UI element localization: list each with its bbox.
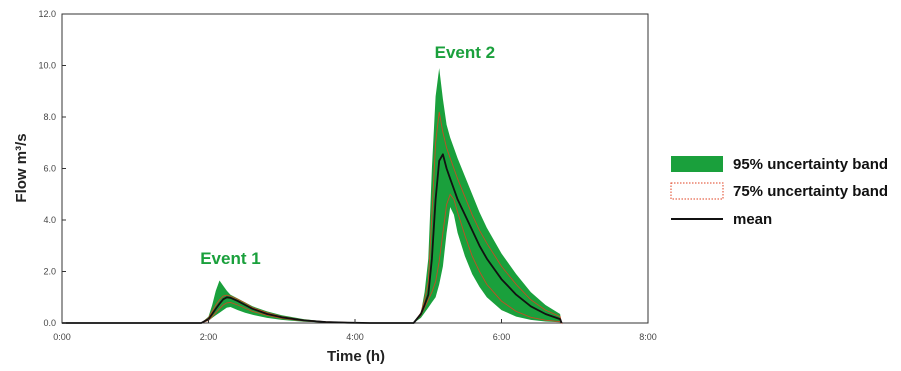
legend-label-mean: mean — [733, 211, 772, 228]
y-tick-label: 10.0 — [38, 61, 56, 71]
x-tick-label: 0:00 — [53, 332, 71, 342]
y-tick-label: 4.0 — [43, 215, 56, 225]
y-axis-title: Flow m³/s — [13, 133, 30, 202]
x-tick-label: 6:00 — [493, 332, 511, 342]
annotations-layer: Event 1 Event 2 — [200, 43, 495, 268]
x-tick-label: 4:00 — [346, 332, 364, 342]
ticks-layer: 0:00 2:00 4:00 6:00 8:00 0.0 2.0 4.0 6.0 8.0 10.0 1… — [38, 9, 656, 342]
event-annotation: Event 2 — [435, 43, 495, 62]
x-tick-label: 2:00 — [200, 332, 218, 342]
mean-line — [62, 153, 563, 324]
event-annotation: Event 1 — [200, 249, 260, 268]
legend: 95% uncertainty band 75% uncertainty ban… — [670, 156, 888, 228]
y-tick-label: 6.0 — [43, 164, 56, 174]
lines-layer — [62, 153, 563, 324]
y-tick-label: 8.0 — [43, 112, 56, 122]
y-tick-label: 0.0 — [43, 318, 56, 328]
x-tick-label: 8:00 — [639, 332, 657, 342]
legend-label-75: 75% uncertainty band — [733, 183, 888, 200]
plot-area — [61, 13, 649, 324]
legend-label-95: 95% uncertainty band — [733, 156, 888, 173]
legend-swatch-75 — [670, 182, 724, 200]
legend-swatch-95 — [671, 156, 723, 172]
x-axis-title: Time (h) — [327, 348, 385, 365]
y-tick-label: 2.0 — [43, 267, 56, 277]
y-tick-label: 12.0 — [38, 9, 56, 19]
